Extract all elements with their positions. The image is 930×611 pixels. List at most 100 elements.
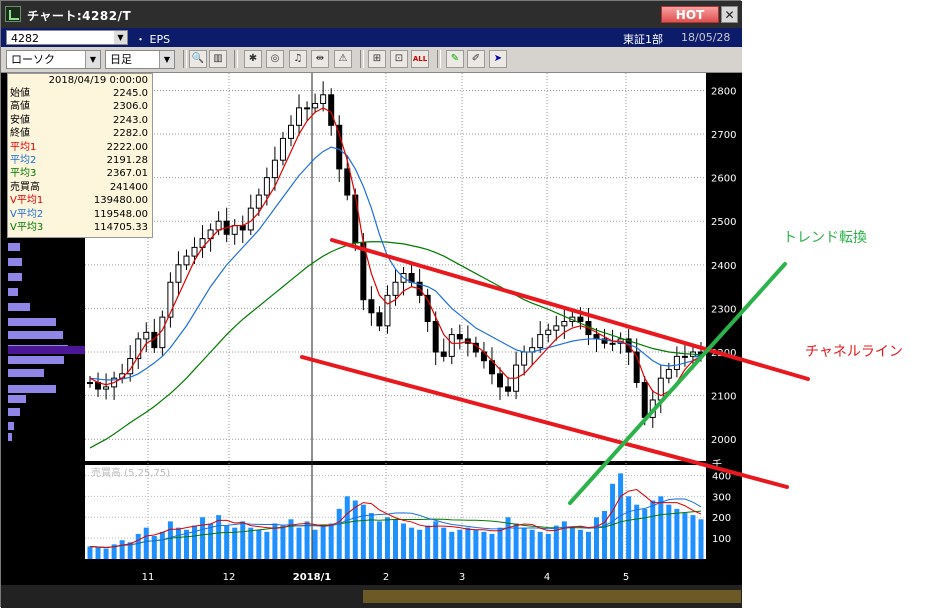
- candle-body: [392, 281, 399, 296]
- toolbar-divider: [437, 50, 441, 68]
- toolbar-divider: [360, 50, 364, 68]
- volume-bar: [393, 519, 398, 559]
- info-value: 2191.28: [106, 154, 148, 166]
- volume-bar: [489, 533, 495, 559]
- candle-body: [681, 355, 688, 358]
- candle-body: [561, 320, 568, 327]
- chevron-down-icon[interactable]: ▼: [159, 51, 174, 68]
- candle-body: [593, 334, 600, 340]
- info-label: 売買高: [10, 181, 40, 193]
- price-tick-label: 2800: [711, 86, 736, 97]
- candle-body: [287, 124, 294, 139]
- volume-profile-bar: [8, 369, 44, 377]
- candle-body: [320, 94, 327, 105]
- candle-body: [344, 168, 351, 196]
- zoom-icon[interactable]: 🔍: [189, 50, 207, 68]
- eraser-icon[interactable]: ✐: [467, 50, 485, 68]
- volume-bar: [505, 517, 511, 559]
- warning-icon[interactable]: ⚠: [334, 50, 352, 68]
- price-tick-label: 2300: [711, 304, 736, 315]
- volume-bar: [312, 529, 318, 559]
- candle-body: [143, 331, 150, 340]
- scrollbar-thumb[interactable]: [363, 590, 741, 603]
- volume-bar: [545, 533, 551, 559]
- candle-body: [641, 382, 648, 418]
- chevron-down-icon[interactable]: ▼: [114, 31, 127, 44]
- info-row: 高値 2306.0: [8, 100, 152, 113]
- info-value: 139480.00: [93, 195, 148, 207]
- candle-body: [657, 377, 664, 401]
- volume-bar: [473, 529, 479, 559]
- split-icon[interactable]: ⇹: [311, 50, 329, 68]
- info-row: 売買高 241400: [8, 181, 152, 194]
- chart-window: チャート:4282/T HOT ✕ 4282 ▼ ・ EPS 東証1部 18/0…: [0, 0, 742, 608]
- candle-body: [279, 137, 286, 161]
- info-value: 119548.00: [93, 208, 148, 220]
- candle-body: [577, 316, 584, 322]
- candle-body: [271, 159, 278, 179]
- price-info-panel: 2018/04/19 0:00:00 始値 2245.0 高値 2306.0 安値 224…: [7, 73, 153, 238]
- search-chart-icon[interactable]: ◎: [266, 50, 284, 68]
- volume-bar: [585, 531, 591, 559]
- info-label: V平均3: [10, 221, 44, 233]
- volume-profile-current-bar: [8, 346, 85, 354]
- candle-body: [673, 355, 680, 370]
- time-scrollbar[interactable]: [1, 585, 742, 608]
- candle-body: [312, 103, 319, 109]
- pen-icon[interactable]: ✎: [446, 50, 464, 68]
- volume-bar: [401, 523, 407, 559]
- candle-body: [135, 338, 142, 360]
- eps-label: ・ EPS: [135, 33, 171, 46]
- volume-bar: [200, 517, 206, 559]
- period-select[interactable]: 日足 ▼: [105, 50, 175, 69]
- candle-body: [296, 107, 303, 126]
- candle-body: [432, 320, 439, 353]
- candle-body: [448, 334, 455, 357]
- candle-body: [191, 246, 198, 257]
- price-tick-label: 2500: [711, 217, 736, 228]
- stock-code-input[interactable]: 4282 ▼: [6, 30, 128, 45]
- volume-bar: [360, 504, 366, 559]
- candle-body: [183, 255, 190, 266]
- bomb-icon[interactable]: ✱: [244, 50, 262, 68]
- candle-body: [328, 94, 335, 126]
- title-bar[interactable]: チャート:4282/T HOT ✕: [1, 1, 742, 28]
- info-value: 241400: [109, 181, 148, 193]
- price-tick-label: 2100: [711, 392, 736, 403]
- cursor-icon[interactable]: ➤: [489, 50, 507, 68]
- candle-body: [239, 225, 246, 231]
- flag-icon[interactable]: ⊡: [390, 50, 408, 68]
- pin-icon[interactable]: ⊞: [368, 50, 386, 68]
- volume-profile-bar: [8, 385, 56, 393]
- chart-type-select[interactable]: ローソク ▼: [6, 50, 101, 69]
- hot-button[interactable]: HOT: [661, 6, 719, 23]
- volume-ma-mid-line: [89, 498, 702, 549]
- volume-bar: [481, 531, 487, 559]
- volume-bar: [409, 527, 415, 559]
- volume-bar: [682, 513, 688, 559]
- price-axis-area: [706, 73, 742, 585]
- columns-icon[interactable]: ▥: [209, 50, 227, 68]
- info-label: 始値: [10, 88, 30, 99]
- price-tick-label: 2700: [711, 130, 736, 141]
- close-button[interactable]: ✕: [721, 6, 738, 23]
- volume-bar: [368, 513, 374, 559]
- volume-bar: [602, 510, 608, 559]
- info-label: 平均2: [10, 154, 37, 166]
- info-row: V平均1 139480.00: [8, 194, 152, 207]
- volume-bar: [111, 544, 117, 559]
- candle-body: [167, 281, 174, 318]
- bell-icon[interactable]: ♫: [289, 50, 307, 68]
- chevron-down-icon[interactable]: ▼: [85, 51, 100, 68]
- all-icon[interactable]: ALL: [411, 50, 429, 68]
- volume-profile-bar: [8, 288, 18, 296]
- candle-body: [553, 325, 560, 331]
- chart-toolbar: ローソク ▼ 日足 ▼ 🔍 ▥ ✱ ◎ ♫ ⇹ ⚠ ⊞ ⊡ ALL ✎ ✐ ➤: [1, 47, 742, 73]
- volume-bar: [328, 523, 334, 559]
- volume-bar: [87, 546, 93, 559]
- market-label: 東証1部: [623, 33, 663, 46]
- volume-bar: [95, 547, 101, 559]
- time-tick-label: 11: [142, 572, 155, 583]
- volume-profile-bar: [8, 258, 22, 266]
- info-label: 安値: [10, 114, 30, 126]
